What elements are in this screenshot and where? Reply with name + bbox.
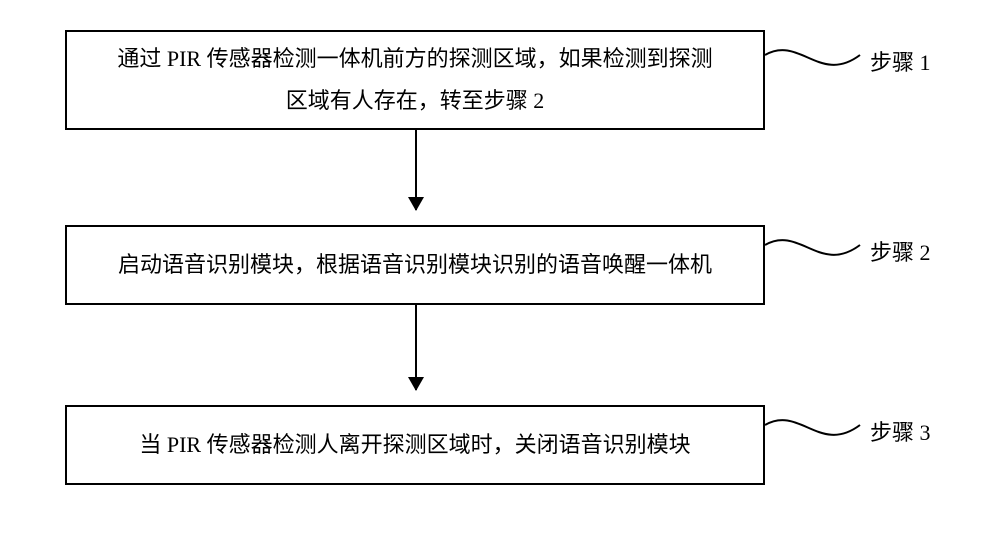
step-label-3: 步骤 3 (870, 415, 931, 447)
connector-path-3 (765, 420, 860, 435)
step-box-2: 启动语音识别模块，根据语音识别模块识别的语音唤醒一体机 (65, 225, 765, 305)
step-text-3: 当 PIR 传感器检测人离开探测区域时，关闭语音识别模块 (139, 424, 690, 466)
step-text-2: 启动语音识别模块，根据语音识别模块识别的语音唤醒一体机 (118, 244, 712, 286)
arrow-2-3 (415, 305, 417, 390)
step-label-1: 步骤 1 (870, 45, 931, 77)
flowchart-canvas: 通过 PIR 传感器检测一体机前方的探测区域，如果检测到探测 区域有人存在，转至… (0, 0, 1000, 535)
arrow-1-2 (415, 130, 417, 210)
connector-path-1 (765, 50, 860, 65)
step-text-1: 通过 PIR 传感器检测一体机前方的探测区域，如果检测到探测 区域有人存在，转至… (117, 38, 712, 122)
step-box-3: 当 PIR 传感器检测人离开探测区域时，关闭语音识别模块 (65, 405, 765, 485)
step-box-1: 通过 PIR 传感器检测一体机前方的探测区域，如果检测到探测 区域有人存在，转至… (65, 30, 765, 130)
connector-path-2 (765, 240, 860, 255)
step-label-2: 步骤 2 (870, 235, 931, 267)
